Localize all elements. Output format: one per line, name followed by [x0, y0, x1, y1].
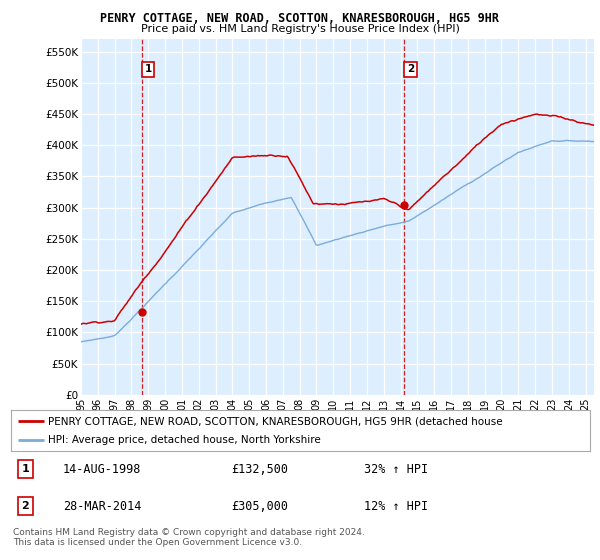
Text: HPI: Average price, detached house, North Yorkshire: HPI: Average price, detached house, Nort…: [49, 435, 321, 445]
Text: PENRY COTTAGE, NEW ROAD, SCOTTON, KNARESBOROUGH, HG5 9HR: PENRY COTTAGE, NEW ROAD, SCOTTON, KNARES…: [101, 12, 499, 25]
Text: Price paid vs. HM Land Registry's House Price Index (HPI): Price paid vs. HM Land Registry's House …: [140, 24, 460, 34]
Text: £305,000: £305,000: [231, 500, 288, 512]
Text: 2: 2: [22, 501, 29, 511]
Text: 12% ↑ HPI: 12% ↑ HPI: [364, 500, 428, 512]
Text: 28-MAR-2014: 28-MAR-2014: [63, 500, 141, 512]
Text: 14-AUG-1998: 14-AUG-1998: [63, 463, 141, 475]
Text: PENRY COTTAGE, NEW ROAD, SCOTTON, KNARESBOROUGH, HG5 9HR (detached house: PENRY COTTAGE, NEW ROAD, SCOTTON, KNARES…: [49, 417, 503, 426]
Text: Contains HM Land Registry data © Crown copyright and database right 2024.
This d: Contains HM Land Registry data © Crown c…: [13, 528, 365, 547]
Text: £132,500: £132,500: [231, 463, 288, 475]
Text: 32% ↑ HPI: 32% ↑ HPI: [364, 463, 428, 475]
Text: 1: 1: [145, 64, 152, 74]
Text: 1: 1: [22, 464, 29, 474]
Text: 2: 2: [407, 64, 414, 74]
